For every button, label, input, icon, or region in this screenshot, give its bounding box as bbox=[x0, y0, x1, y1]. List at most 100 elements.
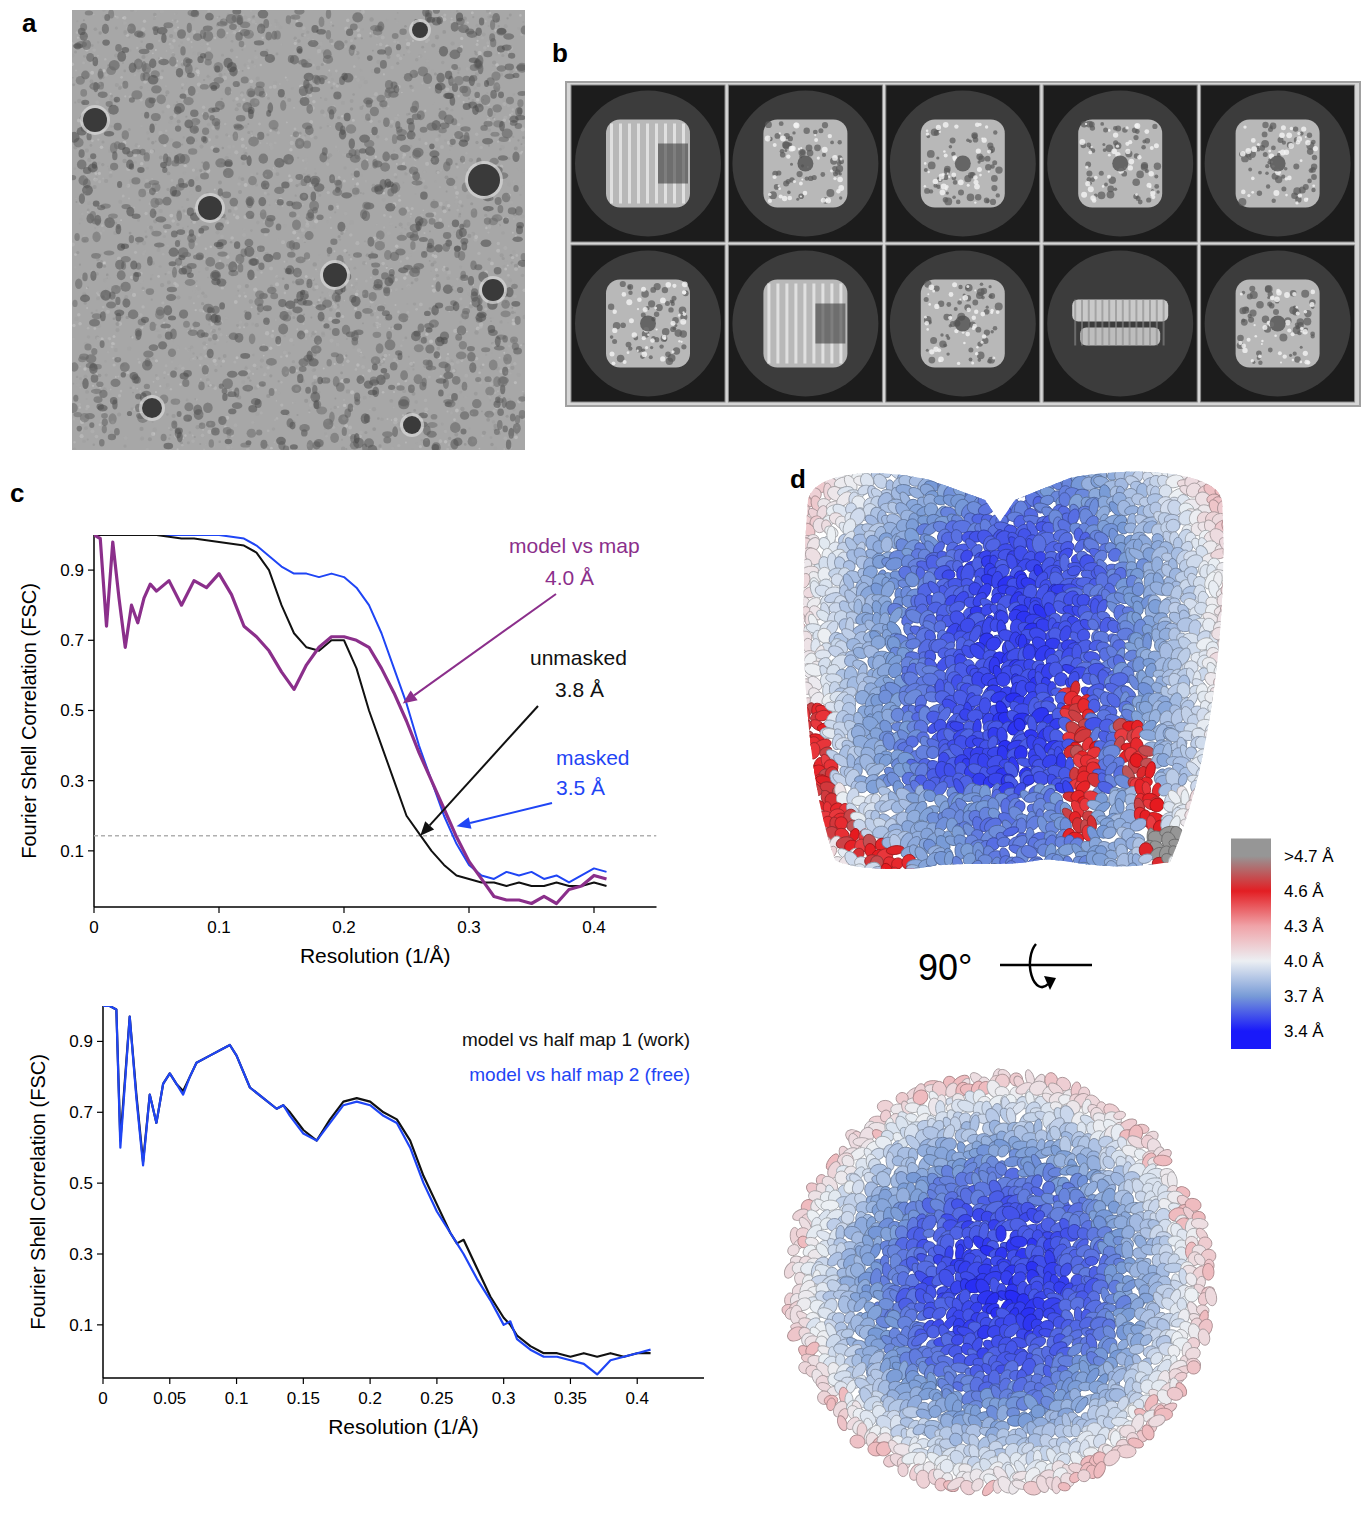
noise bbox=[481, 37, 484, 40]
noise bbox=[343, 399, 345, 401]
noise bbox=[173, 341, 175, 343]
noise bbox=[292, 316, 295, 319]
noise bbox=[322, 260, 325, 263]
noise bbox=[231, 177, 233, 179]
noise bbox=[337, 116, 340, 119]
noise bbox=[257, 112, 259, 114]
noise bbox=[275, 282, 279, 286]
noise bbox=[443, 14, 446, 17]
noise bbox=[414, 400, 418, 404]
noise bbox=[204, 355, 207, 358]
noise bbox=[386, 19, 389, 22]
noise bbox=[492, 65, 494, 67]
noise bbox=[255, 23, 257, 25]
noise bbox=[475, 24, 478, 27]
noise bbox=[311, 317, 313, 319]
micrograph bbox=[69, 8, 529, 455]
noise bbox=[256, 368, 258, 370]
noise bbox=[267, 429, 270, 432]
noise bbox=[174, 13, 176, 15]
noise bbox=[402, 414, 404, 416]
noise bbox=[163, 144, 166, 147]
noise bbox=[327, 191, 330, 194]
noise bbox=[181, 444, 184, 447]
noise bbox=[74, 50, 77, 53]
noise bbox=[191, 46, 194, 49]
noise bbox=[222, 360, 225, 363]
noise bbox=[106, 310, 110, 314]
noise bbox=[356, 78, 360, 82]
noise bbox=[165, 95, 167, 97]
noise bbox=[87, 327, 90, 330]
noise bbox=[253, 15, 255, 17]
noise bbox=[303, 383, 306, 386]
noise bbox=[163, 318, 166, 321]
noise bbox=[410, 213, 412, 215]
noise bbox=[338, 150, 340, 152]
noise bbox=[174, 367, 177, 370]
noise bbox=[265, 331, 269, 335]
noise bbox=[380, 418, 383, 421]
noise bbox=[110, 389, 112, 391]
noise bbox=[512, 250, 515, 253]
noise bbox=[370, 133, 372, 135]
noise bbox=[289, 148, 293, 152]
noise bbox=[252, 20, 256, 24]
noise bbox=[490, 317, 492, 319]
noise bbox=[285, 355, 288, 358]
noise bbox=[503, 448, 505, 450]
noise bbox=[474, 330, 478, 334]
noise bbox=[181, 206, 183, 208]
noise bbox=[192, 146, 194, 148]
noise bbox=[340, 372, 343, 375]
noise bbox=[107, 165, 109, 167]
noise bbox=[256, 221, 259, 224]
noise bbox=[195, 177, 199, 181]
noise bbox=[286, 79, 289, 82]
noise bbox=[187, 38, 190, 41]
noise bbox=[352, 93, 355, 96]
noise bbox=[439, 202, 443, 206]
noise bbox=[453, 231, 456, 234]
noise bbox=[79, 406, 81, 408]
noise bbox=[375, 156, 377, 158]
noise bbox=[86, 398, 88, 400]
noise bbox=[225, 37, 227, 39]
noise bbox=[278, 380, 280, 382]
noise bbox=[467, 21, 469, 23]
noise bbox=[166, 413, 169, 416]
noise bbox=[115, 328, 119, 332]
noise bbox=[131, 336, 133, 338]
noise bbox=[444, 440, 448, 444]
noise bbox=[352, 119, 355, 122]
noise bbox=[218, 440, 221, 443]
noise bbox=[255, 412, 259, 416]
noise bbox=[447, 204, 451, 208]
noise bbox=[383, 214, 386, 217]
noise bbox=[231, 446, 233, 448]
noise bbox=[130, 9, 134, 13]
noise bbox=[380, 385, 382, 387]
noise bbox=[508, 345, 511, 348]
noise bbox=[201, 302, 204, 305]
noise bbox=[428, 376, 431, 379]
noise bbox=[213, 446, 215, 448]
noise bbox=[376, 224, 378, 226]
noise bbox=[129, 232, 132, 235]
noise bbox=[87, 287, 89, 289]
panel-letter: a bbox=[22, 8, 37, 38]
noise bbox=[199, 308, 203, 312]
noise bbox=[166, 105, 170, 109]
noise bbox=[204, 253, 207, 256]
noise bbox=[315, 283, 318, 286]
noise bbox=[73, 441, 75, 443]
noise bbox=[387, 418, 389, 420]
noise bbox=[352, 286, 355, 289]
noise bbox=[378, 120, 381, 123]
noise bbox=[382, 198, 386, 202]
noise bbox=[140, 40, 143, 43]
noise bbox=[226, 335, 228, 337]
noise bbox=[292, 281, 295, 284]
noise bbox=[166, 245, 169, 248]
noise bbox=[511, 311, 514, 314]
